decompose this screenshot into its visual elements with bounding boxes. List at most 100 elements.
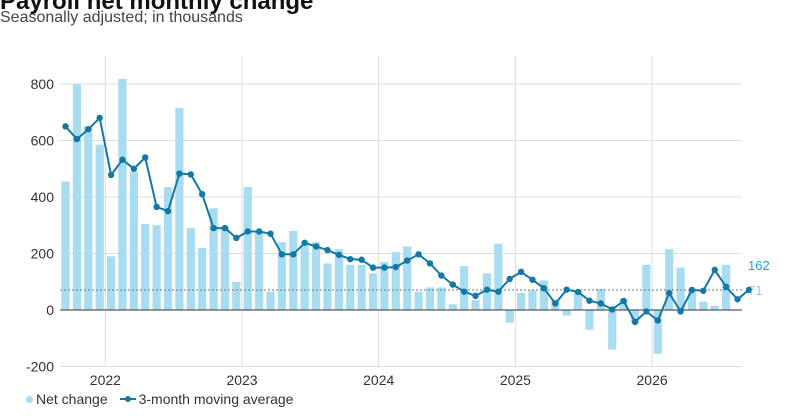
moving-average-point	[415, 251, 422, 258]
bar	[220, 226, 230, 310]
moving-average-point	[472, 292, 479, 300]
legend-swatch-bar	[26, 395, 33, 403]
x-tick-label: 2023	[226, 372, 257, 388]
moving-average-point	[449, 281, 456, 288]
moving-average-point	[688, 286, 696, 294]
y-tick-label: 400	[31, 189, 55, 205]
moving-average-point	[198, 190, 206, 198]
bar	[232, 281, 241, 310]
bar	[471, 300, 480, 310]
moving-average-point	[233, 234, 240, 242]
bar	[642, 264, 651, 310]
bar	[95, 144, 104, 310]
moving-average-point	[392, 263, 400, 271]
moving-average-point	[426, 260, 434, 267]
moving-average-point	[529, 276, 536, 283]
moving-average-point	[142, 154, 149, 161]
bar	[505, 310, 514, 323]
bar	[106, 256, 116, 310]
legend-swatch-line	[119, 394, 136, 404]
moving-average-point	[574, 288, 582, 296]
moving-average-point	[96, 114, 103, 122]
bar	[300, 245, 309, 310]
gridlines	[60, 56, 742, 367]
chart-subtitle: Seasonally adjusted; in thousands	[0, 9, 243, 26]
moving-average-point	[722, 283, 730, 291]
bar	[539, 280, 548, 310]
legend-label-moving-average: 3-month moving average	[138, 391, 294, 407]
legend: Net change 3-month moving average	[26, 391, 301, 407]
moving-average-point	[210, 224, 217, 232]
bar	[289, 230, 298, 310]
bar	[573, 291, 583, 310]
y-tick-label: 0	[46, 302, 54, 318]
legend-item-moving-average: 3-month moving average	[119, 391, 294, 407]
bar	[152, 225, 161, 310]
bar	[243, 187, 252, 310]
bar	[608, 310, 617, 350]
moving-average-point	[745, 286, 753, 294]
moving-average-point	[609, 306, 616, 313]
bar	[403, 246, 412, 310]
moving-average-point	[677, 308, 684, 315]
bar	[357, 264, 366, 310]
bar	[460, 266, 469, 310]
chart-title: Payroll net monthly change	[0, 0, 314, 15]
moving-average-point	[130, 165, 138, 172]
bar	[141, 223, 150, 310]
bar	[437, 287, 446, 310]
moving-average-point	[164, 207, 172, 215]
bar	[255, 232, 264, 310]
moving-average-point	[369, 264, 377, 271]
bar	[653, 310, 662, 354]
moving-average-point	[176, 170, 183, 177]
moving-average-point	[244, 228, 251, 235]
bars-net-change	[61, 78, 731, 354]
bar	[209, 208, 218, 310]
moving-average-point	[278, 251, 286, 258]
moving-average-point	[438, 272, 445, 279]
moving-average-point	[255, 228, 263, 235]
moving-average-point	[506, 275, 513, 283]
moving-average-point	[711, 266, 718, 274]
bar	[311, 242, 321, 310]
moving-average-point	[586, 297, 593, 304]
y-tick-label: 800	[31, 76, 55, 92]
legend-item-net-change: Net change	[26, 391, 108, 407]
x-tick-label: 2025	[500, 372, 531, 388]
moving-average-point	[187, 171, 194, 178]
moving-average-point	[324, 246, 331, 254]
moving-average-point	[631, 318, 639, 326]
bar	[517, 293, 526, 310]
bar	[346, 264, 355, 310]
bar	[391, 252, 400, 310]
bar	[619, 298, 628, 310]
bar	[334, 249, 343, 310]
moving-average-point	[643, 308, 650, 315]
bar	[277, 242, 287, 310]
moving-average-point	[552, 300, 559, 307]
moving-average-point	[335, 251, 343, 259]
bar	[163, 187, 173, 310]
moving-average-point	[221, 224, 229, 232]
moving-average-point	[73, 135, 81, 143]
bar	[528, 290, 537, 310]
end-label-moving-average: 71	[748, 283, 762, 298]
bar	[687, 291, 697, 310]
end-label-net-change: 162	[748, 258, 770, 273]
moving-average-point	[119, 156, 126, 163]
bar	[710, 305, 719, 310]
bar	[665, 249, 674, 310]
moving-average-point	[597, 300, 605, 307]
moving-average-point	[358, 256, 365, 263]
moving-average-point	[700, 287, 707, 294]
axes	[60, 289, 742, 311]
bar	[198, 247, 207, 310]
moving-average-point	[460, 288, 468, 295]
line-moving-average	[62, 114, 753, 326]
moving-average-point	[381, 264, 388, 271]
moving-average-point	[153, 203, 160, 211]
bar	[72, 84, 81, 310]
moving-average-point	[665, 289, 673, 297]
